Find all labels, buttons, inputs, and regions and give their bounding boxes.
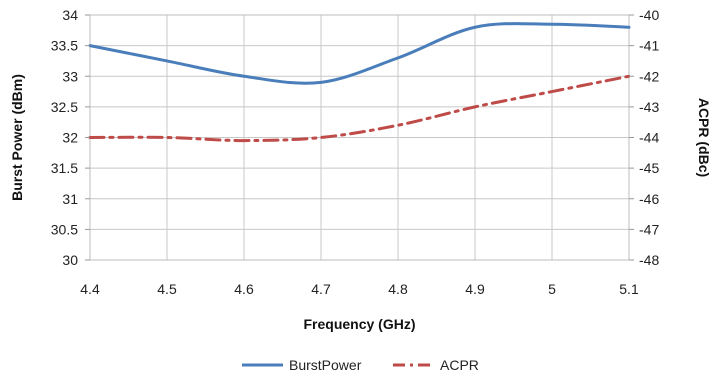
y-left-axis-title: Burst Power (dBm)	[9, 74, 25, 201]
y-left-tick-label: 33	[62, 68, 78, 84]
x-tick-label: 5.1	[619, 281, 639, 297]
y-right-tick-label: -48	[639, 252, 659, 268]
series-layer	[88, 22, 631, 143]
y-left-axis-ticks: 30 30.5 31 31.5 32 32.5 33 33.5 34	[51, 7, 90, 268]
y-left-tick-label: 33.5	[51, 38, 78, 54]
y-left-tick-label: 30.5	[51, 221, 78, 237]
x-tick-label: 4.7	[311, 281, 331, 297]
x-axis-title: Frequency (GHz)	[303, 316, 415, 332]
series-line-burstpower	[88, 22, 631, 85]
y-left-tick-label: 32	[62, 130, 78, 146]
legend-label-burstpower: BurstPower	[289, 357, 362, 373]
x-tick-label: 4.4	[80, 281, 100, 297]
x-tick-label: 4.8	[388, 281, 408, 297]
x-tick-label: 4.6	[234, 281, 254, 297]
x-axis-ticks: 4.4 4.5 4.6 4.7 4.8 4.9 5 5.1	[80, 281, 639, 297]
x-tick-label: 5	[548, 281, 556, 297]
y-right-axis-title: ACPR (dBc)	[696, 98, 712, 177]
y-right-axis-ticks: -48 -47 -46 -45 -44 -43 -42 -41 -40	[629, 7, 659, 268]
legend: BurstPower ACPR	[242, 357, 479, 373]
x-tick-label: 4.9	[465, 281, 485, 297]
y-right-tick-label: -42	[639, 68, 659, 84]
series-line-acpr	[88, 74, 631, 143]
x-tick-label: 4.5	[157, 281, 177, 297]
y-right-tick-label: -47	[639, 221, 659, 237]
y-right-tick-label: -46	[639, 191, 659, 207]
y-left-tick-label: 31.5	[51, 160, 78, 176]
y-left-tick-label: 30	[62, 252, 78, 268]
legend-label-acpr: ACPR	[440, 357, 479, 373]
y-right-tick-label: -40	[639, 7, 659, 23]
y-right-tick-label: -45	[639, 160, 659, 176]
y-right-tick-label: -43	[639, 99, 659, 115]
y-left-tick-label: 31	[62, 191, 78, 207]
y-left-tick-label: 34	[62, 7, 78, 23]
y-right-tick-label: -44	[639, 130, 659, 146]
y-left-tick-label: 32.5	[51, 99, 78, 115]
y-right-tick-label: -41	[639, 38, 659, 54]
